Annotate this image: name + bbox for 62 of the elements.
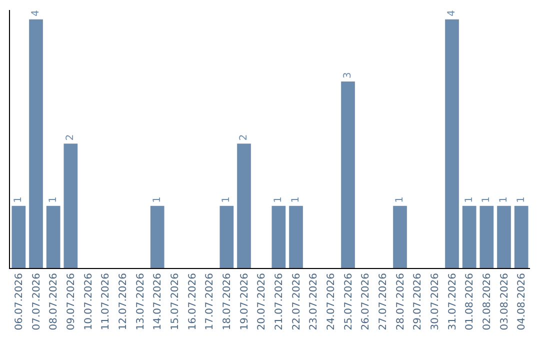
bar: [480, 206, 494, 268]
data-label: 2: [238, 134, 250, 141]
data-label: 1: [290, 196, 302, 203]
x-tick-label: 23.07.2026: [308, 273, 320, 330]
x-tick-label: 24.07.2026: [326, 273, 337, 330]
x-tick-label: 25.07.2026: [343, 273, 354, 330]
x-tick-label: 06.07.2026: [14, 273, 25, 330]
data-label: 1: [273, 196, 284, 203]
x-tick-label: 27.07.2026: [378, 273, 389, 330]
x-tick-label: 09.07.2026: [66, 273, 77, 330]
x-tick-label: 02.08.2026: [482, 273, 493, 330]
x-tick-label: 21.07.2026: [274, 273, 285, 330]
bar: [289, 206, 303, 268]
x-tick-label: 16.07.2026: [187, 273, 198, 330]
bar: [445, 19, 459, 268]
x-tick-label: 11.07.2026: [100, 273, 112, 330]
data-label: 1: [221, 196, 232, 203]
bar: [272, 206, 286, 268]
x-tick-label: 22.07.2026: [291, 273, 302, 330]
x-tick-label: 03.08.2026: [499, 273, 510, 330]
data-label: 1: [13, 196, 24, 203]
bar: [64, 144, 78, 268]
x-tick-label: 30.07.2026: [430, 273, 441, 330]
x-tick-label: 13.07.2026: [135, 273, 146, 330]
x-tick-label: 17.07.2026: [204, 273, 216, 330]
bar: [220, 206, 234, 268]
data-label: 1: [48, 196, 59, 203]
x-tick-label: 31.07.2026: [447, 273, 458, 330]
x-tick-label: 04.08.2026: [516, 273, 528, 330]
bar: [29, 19, 43, 268]
x-tick-label: 01.08.2026: [464, 273, 476, 330]
bar: [393, 206, 407, 268]
data-label: 1: [516, 196, 527, 203]
x-tick-label: 26.07.2026: [360, 273, 372, 330]
x-tick-label: 10.07.2026: [83, 273, 94, 330]
x-tick-label: 29.07.2026: [412, 273, 424, 330]
bar: [237, 144, 251, 268]
bar: [514, 206, 528, 268]
data-label: 4: [30, 10, 42, 16]
x-tick-label: 07.07.2026: [31, 273, 42, 330]
data-label: 1: [394, 196, 406, 203]
bar: [150, 206, 164, 268]
bar: [462, 206, 476, 268]
data-label: 2: [65, 134, 76, 141]
x-tick-label: 15.07.2026: [170, 273, 181, 330]
data-label: 1: [464, 196, 475, 203]
bar: [46, 206, 60, 268]
x-tick-label: 19.07.2026: [239, 273, 250, 330]
data-label: 1: [152, 196, 163, 203]
data-label: 3: [342, 72, 354, 78]
x-tick-label: 14.07.2026: [152, 273, 164, 330]
bar: [341, 81, 355, 268]
x-tick-label: 12.07.2026: [118, 273, 129, 330]
x-tick-label: 08.07.2026: [48, 273, 60, 330]
x-tick-label: 18.07.2026: [222, 273, 233, 330]
bar: [497, 206, 511, 268]
data-label: 4: [446, 10, 458, 16]
bar: [12, 206, 26, 268]
data-label: 1: [498, 196, 510, 203]
x-tick-label: 20.07.2026: [256, 273, 268, 330]
data-label: 1: [481, 196, 492, 203]
x-tick-label: 28.07.2026: [395, 273, 406, 330]
